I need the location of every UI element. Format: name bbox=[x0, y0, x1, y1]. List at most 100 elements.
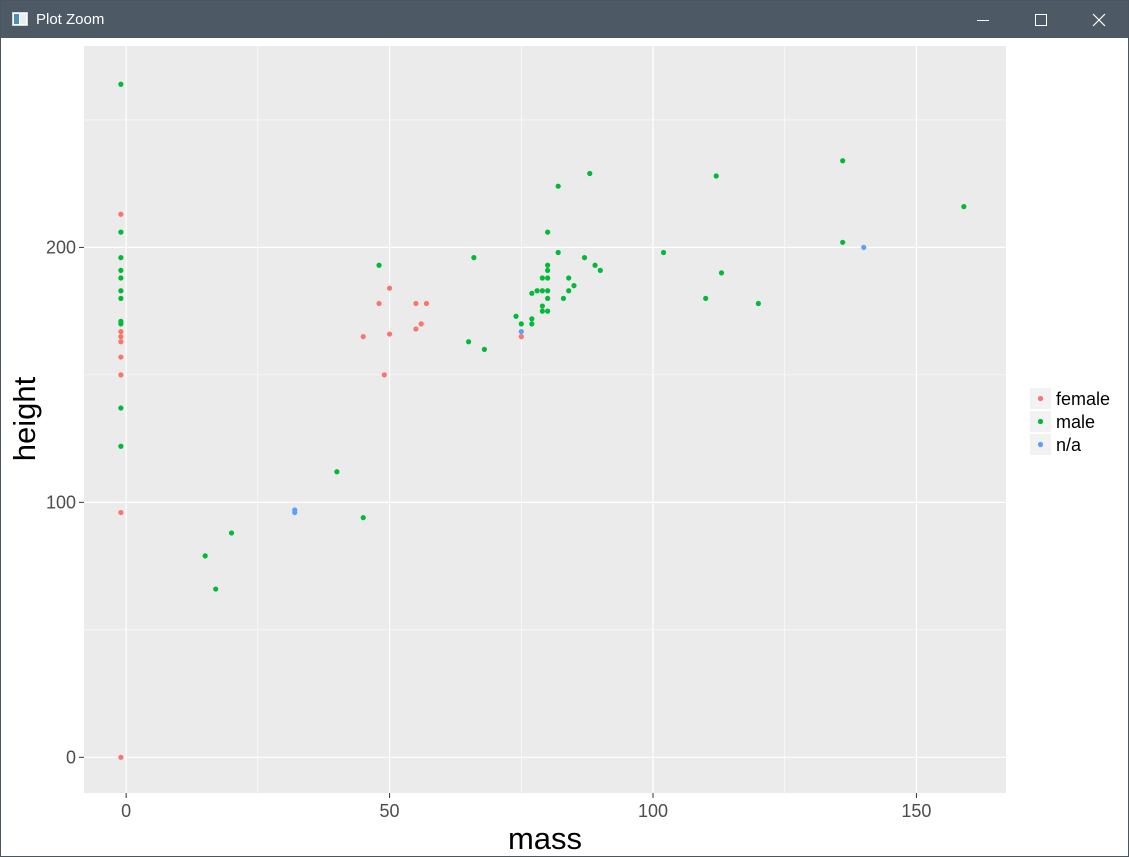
data-point bbox=[566, 288, 572, 294]
data-point bbox=[118, 443, 124, 449]
x-tick-label: 150 bbox=[901, 801, 931, 821]
data-point bbox=[840, 158, 846, 164]
data-point bbox=[539, 288, 545, 294]
y-axis-title: height bbox=[7, 376, 42, 461]
data-point bbox=[386, 285, 393, 291]
data-point bbox=[545, 262, 551, 268]
maximize-button[interactable] bbox=[1012, 1, 1070, 38]
data-point bbox=[118, 405, 124, 411]
close-icon bbox=[1092, 13, 1106, 26]
x-tick-label: 50 bbox=[380, 801, 400, 821]
plot-panel bbox=[84, 46, 1006, 793]
data-points bbox=[118, 81, 967, 760]
minimize-button[interactable] bbox=[954, 1, 1012, 38]
data-point bbox=[581, 255, 588, 261]
data-point bbox=[418, 321, 424, 327]
data-point bbox=[202, 553, 208, 559]
maximize-icon bbox=[1035, 13, 1047, 26]
data-point bbox=[413, 300, 419, 307]
data-point bbox=[481, 346, 488, 352]
data-point bbox=[518, 321, 524, 327]
data-point bbox=[228, 530, 235, 536]
data-point bbox=[529, 316, 535, 322]
x-tick-label: 0 bbox=[121, 801, 131, 821]
data-point bbox=[118, 339, 124, 345]
data-point bbox=[118, 372, 124, 378]
data-point bbox=[360, 515, 366, 521]
data-point bbox=[118, 295, 124, 301]
x-tick-label: 100 bbox=[638, 801, 668, 821]
data-point bbox=[755, 300, 761, 307]
window-title: Plot Zoom bbox=[36, 11, 105, 28]
data-point bbox=[413, 326, 419, 332]
data-point bbox=[840, 239, 846, 245]
data-point bbox=[334, 469, 340, 475]
data-point bbox=[118, 318, 124, 324]
data-point bbox=[571, 283, 577, 289]
data-point bbox=[518, 334, 524, 340]
data-point bbox=[386, 331, 393, 337]
legend-label: male bbox=[1056, 412, 1095, 432]
data-point bbox=[555, 183, 561, 189]
data-point bbox=[118, 509, 124, 516]
data-point bbox=[961, 204, 967, 210]
legend-label: n/a bbox=[1056, 435, 1082, 455]
data-point bbox=[518, 328, 524, 335]
data-point bbox=[529, 321, 535, 327]
data-point bbox=[466, 339, 472, 345]
data-point bbox=[713, 173, 719, 179]
minimize-icon bbox=[977, 19, 989, 21]
data-point bbox=[560, 295, 567, 301]
x-axis-title: mass bbox=[508, 821, 582, 856]
data-point bbox=[213, 586, 219, 592]
data-point bbox=[592, 262, 598, 268]
data-point bbox=[118, 267, 124, 273]
data-point bbox=[597, 267, 603, 273]
data-point bbox=[703, 295, 709, 301]
data-point bbox=[376, 262, 382, 268]
data-point bbox=[534, 288, 540, 294]
data-point bbox=[539, 308, 545, 314]
data-point bbox=[118, 229, 124, 235]
axis-ticks bbox=[79, 246, 917, 798]
grid-major bbox=[84, 46, 1006, 793]
data-point bbox=[539, 275, 545, 281]
data-point bbox=[118, 81, 124, 87]
data-point bbox=[118, 354, 124, 360]
data-point bbox=[545, 308, 551, 314]
legend-key-marker bbox=[1037, 418, 1044, 425]
data-point bbox=[292, 507, 298, 513]
data-point bbox=[539, 303, 545, 309]
data-point bbox=[545, 288, 551, 294]
plot-zoom-app-icon bbox=[12, 12, 28, 26]
data-point bbox=[529, 290, 535, 296]
data-point bbox=[381, 372, 387, 378]
legend-key-marker bbox=[1037, 395, 1044, 402]
data-point bbox=[376, 300, 382, 307]
close-button[interactable] bbox=[1070, 1, 1128, 38]
data-point bbox=[545, 275, 551, 281]
grid-minor bbox=[84, 46, 1006, 793]
data-point bbox=[118, 211, 124, 217]
y-tick-label: 0 bbox=[66, 747, 76, 767]
data-point bbox=[423, 300, 430, 307]
data-point bbox=[471, 255, 477, 261]
data-point bbox=[545, 295, 551, 301]
data-point bbox=[660, 249, 667, 256]
legend-label: female bbox=[1056, 389, 1110, 409]
data-point bbox=[545, 229, 551, 235]
scatter-plot: 0 50 100 150 0 100 200 mass height female male… bbox=[7, 46, 1110, 856]
data-point bbox=[118, 334, 124, 340]
data-point bbox=[118, 288, 124, 294]
data-point bbox=[513, 313, 519, 319]
data-point bbox=[861, 244, 867, 251]
title-bar[interactable]: Plot Zoom bbox=[1, 1, 1128, 38]
y-tick-labels: 0 100 200 bbox=[46, 237, 76, 767]
data-point bbox=[545, 267, 551, 273]
x-tick-labels: 0 50 100 150 bbox=[121, 801, 931, 821]
legend-key-marker bbox=[1037, 441, 1044, 448]
data-point bbox=[118, 328, 124, 335]
y-tick-label: 200 bbox=[46, 237, 76, 257]
data-point bbox=[718, 270, 725, 276]
